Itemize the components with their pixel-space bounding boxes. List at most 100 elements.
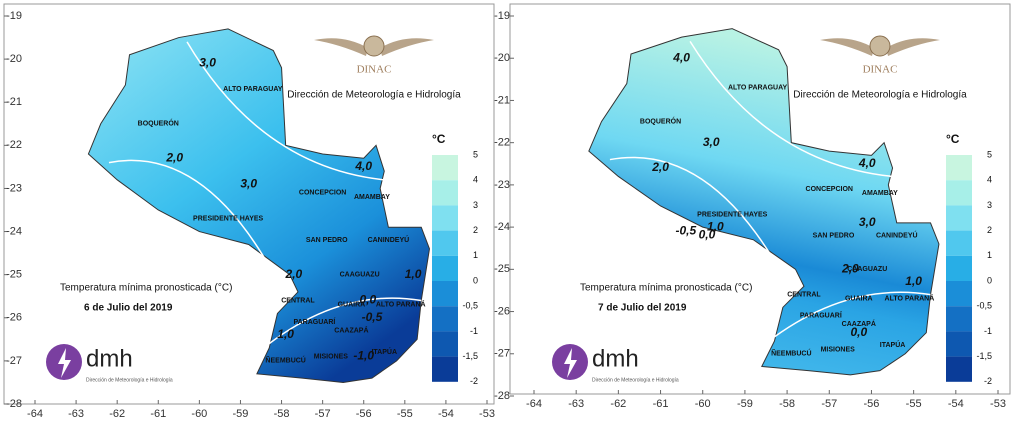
isotherm-label: -0,5 xyxy=(362,310,383,324)
legend-swatch xyxy=(432,331,458,357)
legend-label: 2 xyxy=(473,225,478,235)
legend-label: -1,5 xyxy=(976,351,992,361)
legend-label: 3 xyxy=(473,200,478,210)
region-label: AMAMBAY xyxy=(354,194,390,201)
lon-tick-label: -60 xyxy=(695,398,711,410)
legend-swatch xyxy=(946,230,972,256)
legend-label: 5 xyxy=(987,149,992,159)
region-label: ALTO PARAGUAY xyxy=(223,86,283,93)
department-name: Dirección de Meteorología e Hidrología xyxy=(793,90,967,101)
lat-tick-label: -22 xyxy=(6,139,22,151)
region-label: PARAGUARÍ xyxy=(800,311,843,320)
legend-swatch xyxy=(432,281,458,307)
lon-tick-label: -55 xyxy=(906,398,922,410)
isotherm-line xyxy=(186,41,385,181)
legend-swatch xyxy=(946,281,972,307)
country-shape xyxy=(588,28,940,376)
logo-bolt xyxy=(58,348,71,378)
legend-swatch xyxy=(432,230,458,256)
logo-caption: Dirección de Meteorología e Hidrología xyxy=(86,377,173,383)
lat-tick-label: -19 xyxy=(494,10,510,22)
lon-tick-label: -61 xyxy=(150,408,166,420)
legend-label: -1 xyxy=(984,326,992,336)
isotherm-label: -1,0 xyxy=(353,349,374,363)
legend-swatch xyxy=(432,205,458,231)
region-label: CANINDEYÚ xyxy=(368,235,410,244)
lon-tick-label: -54 xyxy=(948,398,964,410)
isotherm-label: 0,0 xyxy=(359,293,376,307)
emblem-center xyxy=(363,35,385,57)
legend-label: 1 xyxy=(987,250,992,260)
region-label: ITAPÚA xyxy=(880,340,906,349)
legend-label: 2 xyxy=(987,225,992,235)
region-label: CAAGUAZU xyxy=(847,266,887,273)
isotherm-line xyxy=(108,159,270,267)
lon-tick-label: -59 xyxy=(737,398,753,410)
lon-tick-label: -56 xyxy=(356,408,372,420)
region-label: GUAIRA xyxy=(338,302,366,309)
legend-label: 4 xyxy=(987,175,992,185)
lon-tick-label: -54 xyxy=(438,408,454,420)
legend-label: -1,5 xyxy=(462,351,478,361)
forecast-date: 6 de Julio del 2019 xyxy=(84,303,173,314)
lon-tick-label: -57 xyxy=(315,408,331,420)
legend-label: -0,5 xyxy=(976,301,992,311)
agency-name: DINAC xyxy=(357,64,392,76)
region-label: PARAGUARÍ xyxy=(293,317,336,326)
legend-swatch xyxy=(432,255,458,281)
logo-bolt xyxy=(564,348,577,378)
legend-swatch xyxy=(946,205,972,231)
logo-name: dmh xyxy=(86,345,133,372)
logo-name: dmh xyxy=(592,345,639,372)
isotherm-line xyxy=(609,156,776,262)
isotherm-label: 4,0 xyxy=(354,159,372,173)
isotherm-label: 2,0 xyxy=(165,150,183,164)
isotherm-label: 1,0 xyxy=(405,267,422,281)
lat-tick-label: -19 xyxy=(6,10,22,22)
isotherm-label: 4,0 xyxy=(858,156,876,170)
legend-unit: °C xyxy=(432,132,446,146)
legend-label: 3 xyxy=(987,200,992,210)
isotherm-label: 0,0 xyxy=(850,325,867,339)
legend-swatch xyxy=(432,155,458,181)
lon-tick-label: -57 xyxy=(821,398,837,410)
legend-swatch xyxy=(946,306,972,332)
isotherm-label: 3,0 xyxy=(859,215,876,229)
lat-tick-label: -23 xyxy=(494,179,510,191)
legend-label: 1 xyxy=(473,250,478,260)
lon-tick-label: -53 xyxy=(990,398,1006,410)
lon-tick-label: -59 xyxy=(233,408,249,420)
legend-label: -2 xyxy=(984,376,992,386)
isotherm-label: 3,0 xyxy=(703,135,720,149)
isotherm-label: 1,0 xyxy=(707,219,724,233)
forecast-date: 7 de Julio del 2019 xyxy=(598,303,687,314)
legend-label: 5 xyxy=(473,149,478,159)
region-label: PRESIDENTE HAYES xyxy=(193,215,263,222)
region-label: ITAPÚA xyxy=(371,347,397,356)
isotherm-label: 1,0 xyxy=(905,274,922,288)
legend-label: -1 xyxy=(470,326,478,336)
lat-tick-label: -21 xyxy=(494,94,510,106)
region-label: CAAZAPÁ xyxy=(842,319,876,328)
lat-tick-label: -27 xyxy=(494,348,510,360)
lon-tick-label: -64 xyxy=(27,408,43,420)
emblem-wings xyxy=(314,38,434,56)
region-label: BOQUERÓN xyxy=(640,116,681,125)
region-label: AMAMBAY xyxy=(862,190,898,197)
legend-swatch xyxy=(946,331,972,357)
region-label: ALTO PARANÁ xyxy=(376,300,426,309)
logo-caption: Dirección de Meteorología e Hidrología xyxy=(592,377,679,383)
lon-tick-label: -58 xyxy=(779,398,795,410)
region-label: MISIONES xyxy=(821,346,856,353)
isotherm-line xyxy=(773,291,931,338)
legend-swatch xyxy=(946,180,972,206)
lat-tick-label: -25 xyxy=(494,263,510,275)
legend-swatch xyxy=(946,255,972,281)
region-label: ÑEEMBUCÚ xyxy=(771,349,811,358)
legend-swatch xyxy=(432,180,458,206)
emblem-center xyxy=(869,35,891,57)
lon-tick-label: -58 xyxy=(274,408,290,420)
lon-tick-label: -62 xyxy=(109,408,125,420)
lon-tick-label: -62 xyxy=(610,398,626,410)
